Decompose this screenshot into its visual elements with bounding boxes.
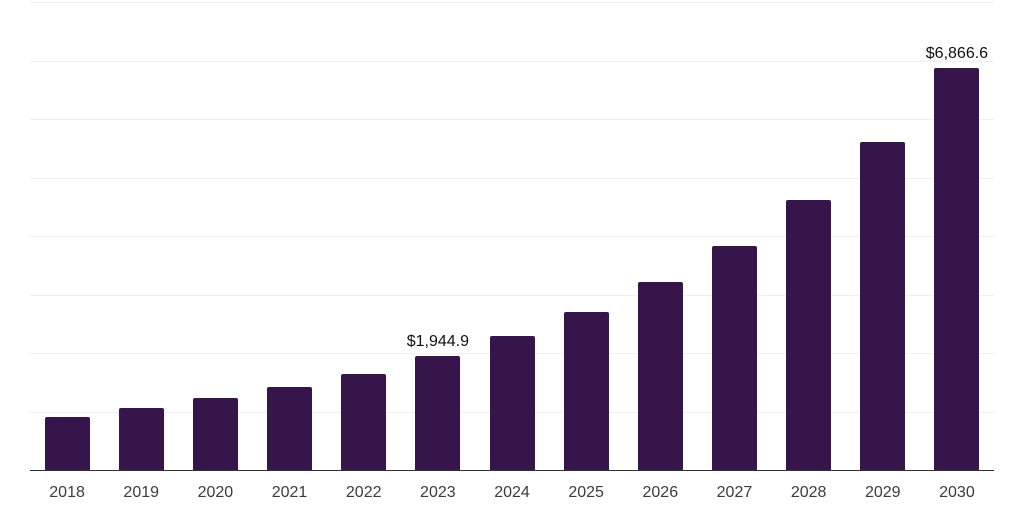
x-tick-2022: 2022: [345, 484, 382, 501]
bar-2028: [786, 200, 832, 470]
bar-2026: [637, 281, 683, 470]
x-tick-2026: 2026: [642, 484, 679, 501]
bar-2023: [415, 356, 461, 470]
gridline: [30, 119, 994, 120]
bar-2019: [118, 408, 164, 470]
gridline: [30, 177, 994, 179]
x-tick-2021: 2021: [271, 484, 308, 501]
data-label-2030: $6,866.6: [925, 45, 989, 63]
x-tick-2028: 2028: [790, 484, 827, 501]
bar-2018: [44, 416, 90, 470]
x-tick-2019: 2019: [123, 484, 160, 501]
x-tick-2027: 2027: [716, 484, 753, 501]
x-tick-2025: 2025: [568, 484, 604, 501]
bar-2025: [563, 311, 609, 470]
data-label-2023: $1,944.9: [406, 333, 469, 351]
bar-2022: [341, 373, 387, 470]
gridline: [30, 294, 994, 296]
gridline: [30, 2, 994, 3]
bar-2021: [267, 387, 313, 470]
gridline: [30, 60, 994, 62]
bar-2020: [192, 398, 238, 470]
x-tick-2030: 2030: [939, 484, 975, 501]
gridline: [30, 236, 994, 237]
x-tick-2024: 2024: [494, 484, 530, 501]
x-tick-2029: 2029: [864, 484, 901, 501]
plot-area: $1,944.9 $6,866.6: [30, 2, 994, 471]
bar-2027: [711, 245, 757, 470]
bar-2029: [860, 142, 906, 470]
bar-2030: [934, 68, 980, 470]
x-tick-2018: 2018: [49, 484, 85, 501]
x-tick-2020: 2020: [197, 484, 234, 501]
x-tick-2023: 2023: [420, 484, 456, 501]
bar-2024: [489, 336, 535, 470]
